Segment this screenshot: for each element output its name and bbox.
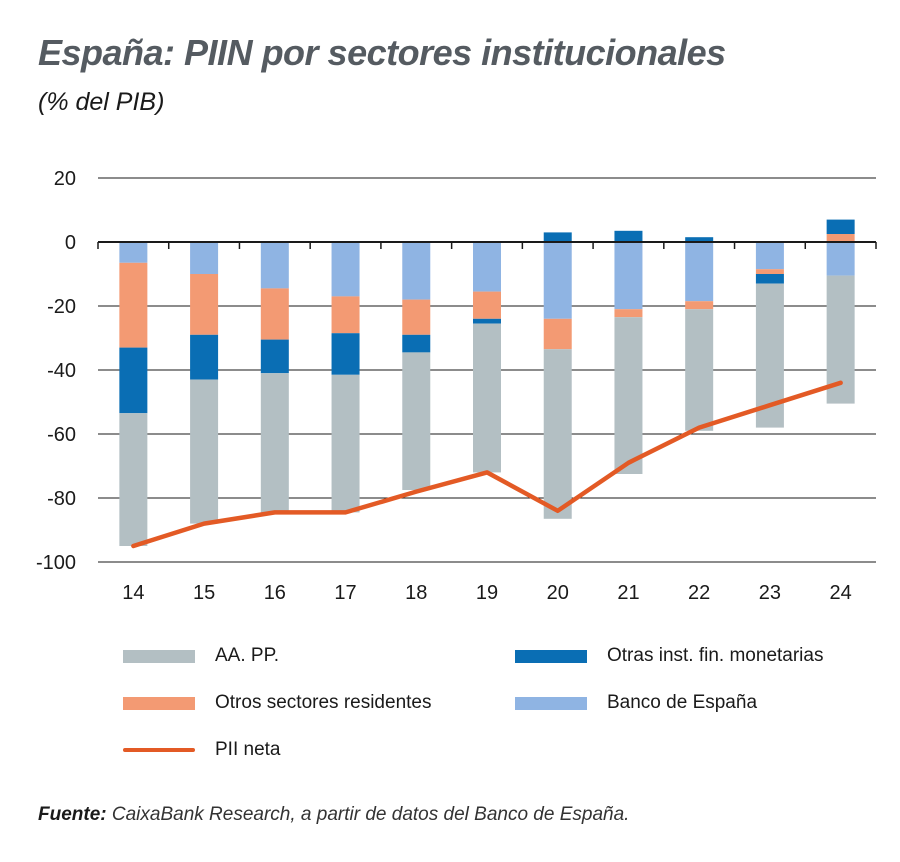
y-tick-label: -20	[47, 296, 76, 318]
bar-segment-otros-sectores	[190, 274, 219, 335]
legend-swatch-banco-espana	[515, 696, 587, 710]
bar-segment-banco-espana	[755, 242, 784, 270]
bar-segment-aapp	[190, 379, 219, 524]
bar-segment-otras-ifm	[685, 237, 714, 242]
chart-subtitle: (% del PIB)	[38, 88, 165, 116]
bar-segment-aapp	[331, 374, 360, 513]
y-tick-label: 0	[65, 232, 76, 254]
legend-swatch-pii-neta	[123, 748, 195, 752]
bar-segment-banco-espana	[826, 242, 855, 276]
bar-segment-otros-sectores	[473, 291, 501, 319]
source-note: Fuente: CaixaBank Research, a partir de …	[38, 804, 629, 826]
x-tick-label: 17	[334, 582, 356, 604]
legend-swatch-aapp	[123, 649, 195, 663]
bar-segment-otras-ifm	[331, 333, 360, 375]
bar-segment-otras-ifm	[402, 334, 431, 353]
y-tick-label: -80	[47, 488, 76, 510]
bar-segment-banco-espana	[473, 242, 501, 292]
bar-segment-otras-ifm	[543, 232, 572, 242]
bar-segment-aapp	[543, 349, 572, 519]
bar-segment-otras-ifm	[119, 347, 148, 414]
bar-segment-aapp	[685, 309, 714, 431]
bar-segment-banco-espana	[543, 242, 572, 319]
legend-label-otras-ifm: Otras inst. fin. monetarias	[607, 645, 824, 666]
bar-segment-aapp	[260, 373, 289, 514]
y-tick-label: -60	[47, 424, 76, 446]
legend-swatch-otras-ifm	[515, 649, 587, 663]
legend-label-aapp: AA. PP.	[215, 645, 280, 666]
legend-label-banco-espana: Banco de España	[607, 692, 758, 713]
bar-segment-otros-sectores	[260, 288, 289, 340]
bar-segment-otros-sectores	[685, 301, 714, 310]
bar-segment-aapp	[473, 323, 501, 473]
chart-title: España: PIIN por sectores institucionale…	[38, 32, 726, 73]
bar-segment-otras-ifm	[755, 274, 784, 284]
bar-segment-otras-ifm	[260, 339, 289, 374]
bar-segment-otros-sectores	[826, 234, 855, 242]
x-tick-label: 21	[617, 582, 639, 604]
bar-segment-otros-sectores	[402, 299, 431, 335]
legend-item-banco-espana: Banco de España	[515, 692, 757, 714]
bar-segment-otras-ifm	[473, 318, 501, 324]
x-tick-label: 15	[193, 582, 215, 604]
y-tick-label: 20	[54, 168, 76, 190]
x-tick-label: 19	[476, 582, 498, 604]
x-tick-label: 23	[759, 582, 781, 604]
bar-segment-aapp	[402, 352, 431, 490]
legend-item-otras-ifm: Otras inst. fin. monetarias	[515, 645, 823, 667]
bar-segment-otros-sectores	[331, 296, 360, 334]
x-tick-label: 22	[688, 582, 710, 604]
y-tick-label: -40	[47, 360, 76, 382]
source-label: Fuente:	[38, 804, 107, 825]
legend-label-otros-sectores: Otros sectores residentes	[215, 692, 432, 713]
bar-segment-banco-espana	[402, 242, 431, 300]
legend-item-pii-neta: PII neta	[123, 739, 281, 761]
legend-label-pii-neta: PII neta	[215, 739, 281, 760]
bar-segment-otras-ifm	[826, 219, 855, 234]
bar-segment-banco-espana	[190, 242, 219, 274]
bar-segment-otros-sectores	[614, 309, 643, 318]
bar-segment-otros-sectores	[543, 318, 572, 350]
bar-segment-otros-sectores	[755, 269, 784, 274]
legend-swatch-otros-sectores	[123, 696, 195, 710]
bar-segment-banco-espana	[614, 242, 643, 310]
bar-segment-aapp	[614, 317, 643, 474]
legend-item-aapp: AA. PP.	[123, 645, 279, 667]
legend-item-otros-sectores: Otros sectores residentes	[123, 692, 431, 714]
x-tick-label: 18	[405, 582, 427, 604]
source-text: CaixaBank Research, a partir de datos de…	[111, 804, 630, 825]
bar-segment-banco-espana	[260, 242, 289, 289]
bar-segment-banco-espana	[331, 242, 360, 297]
bar-segment-banco-espana	[119, 242, 148, 263]
bar-segment-banco-espana	[685, 242, 714, 302]
y-tick-label: -100	[36, 552, 76, 574]
x-tick-label: 14	[122, 582, 144, 604]
bar-segment-aapp	[119, 413, 148, 546]
x-tick-label: 20	[547, 582, 569, 604]
bar-segment-otras-ifm	[614, 230, 643, 242]
x-tick-label: 24	[830, 582, 852, 604]
x-tick-label: 16	[264, 582, 286, 604]
bar-segment-otros-sectores	[119, 262, 148, 348]
bar-segment-otras-ifm	[190, 334, 219, 380]
